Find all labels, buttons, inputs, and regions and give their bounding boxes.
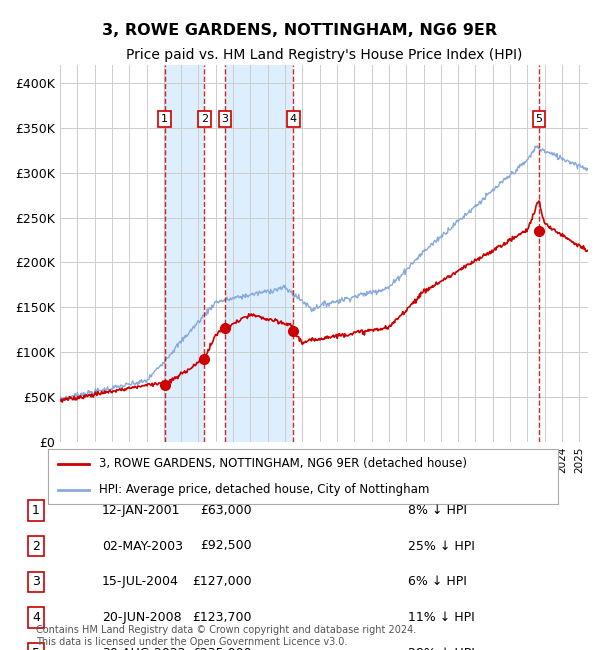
Bar [205, 65, 225, 442]
Title: Price paid vs. HM Land Registry's House Price Index (HPI): Price paid vs. HM Land Registry's House … [126, 49, 522, 62]
Text: 3, ROWE GARDENS, NOTTINGHAM, NG6 9ER (detached house): 3, ROWE GARDENS, NOTTINGHAM, NG6 9ER (de… [99, 458, 467, 471]
Text: 4: 4 [290, 114, 297, 124]
Text: 15-JUL-2004: 15-JUL-2004 [102, 575, 179, 588]
Text: 20-JUN-2008: 20-JUN-2008 [102, 611, 182, 624]
Text: HPI: Average price, detached house, City of Nottingham: HPI: Average price, detached house, City… [99, 484, 430, 497]
Text: 5: 5 [32, 647, 40, 650]
Text: 02-MAY-2003: 02-MAY-2003 [102, 540, 183, 552]
Text: 3, ROWE GARDENS, NOTTINGHAM, NG6 9ER: 3, ROWE GARDENS, NOTTINGHAM, NG6 9ER [103, 23, 497, 38]
Text: 5: 5 [535, 114, 542, 124]
Text: 30-AUG-2022: 30-AUG-2022 [102, 647, 185, 650]
Bar [225, 65, 293, 442]
Text: 3: 3 [32, 575, 40, 588]
Bar [293, 65, 539, 442]
Text: £235,000: £235,000 [193, 647, 252, 650]
Text: £127,000: £127,000 [193, 575, 252, 588]
Text: 3: 3 [221, 114, 229, 124]
Text: 28% ↓ HPI: 28% ↓ HPI [408, 647, 475, 650]
Text: 1: 1 [161, 114, 168, 124]
Text: Contains HM Land Registry data © Crown copyright and database right 2024.
This d: Contains HM Land Registry data © Crown c… [36, 625, 416, 647]
Text: 8% ↓ HPI: 8% ↓ HPI [408, 504, 467, 517]
Text: 12-JAN-2001: 12-JAN-2001 [102, 504, 181, 517]
Text: £63,000: £63,000 [200, 504, 252, 517]
Text: 11% ↓ HPI: 11% ↓ HPI [408, 611, 475, 624]
Text: 25% ↓ HPI: 25% ↓ HPI [408, 540, 475, 552]
Text: 2: 2 [32, 540, 40, 552]
Text: £92,500: £92,500 [200, 540, 252, 552]
Bar [164, 65, 205, 442]
Text: £123,700: £123,700 [193, 611, 252, 624]
Text: 2: 2 [201, 114, 208, 124]
Text: 1: 1 [32, 504, 40, 517]
Text: 4: 4 [32, 611, 40, 624]
Text: 6% ↓ HPI: 6% ↓ HPI [408, 575, 467, 588]
